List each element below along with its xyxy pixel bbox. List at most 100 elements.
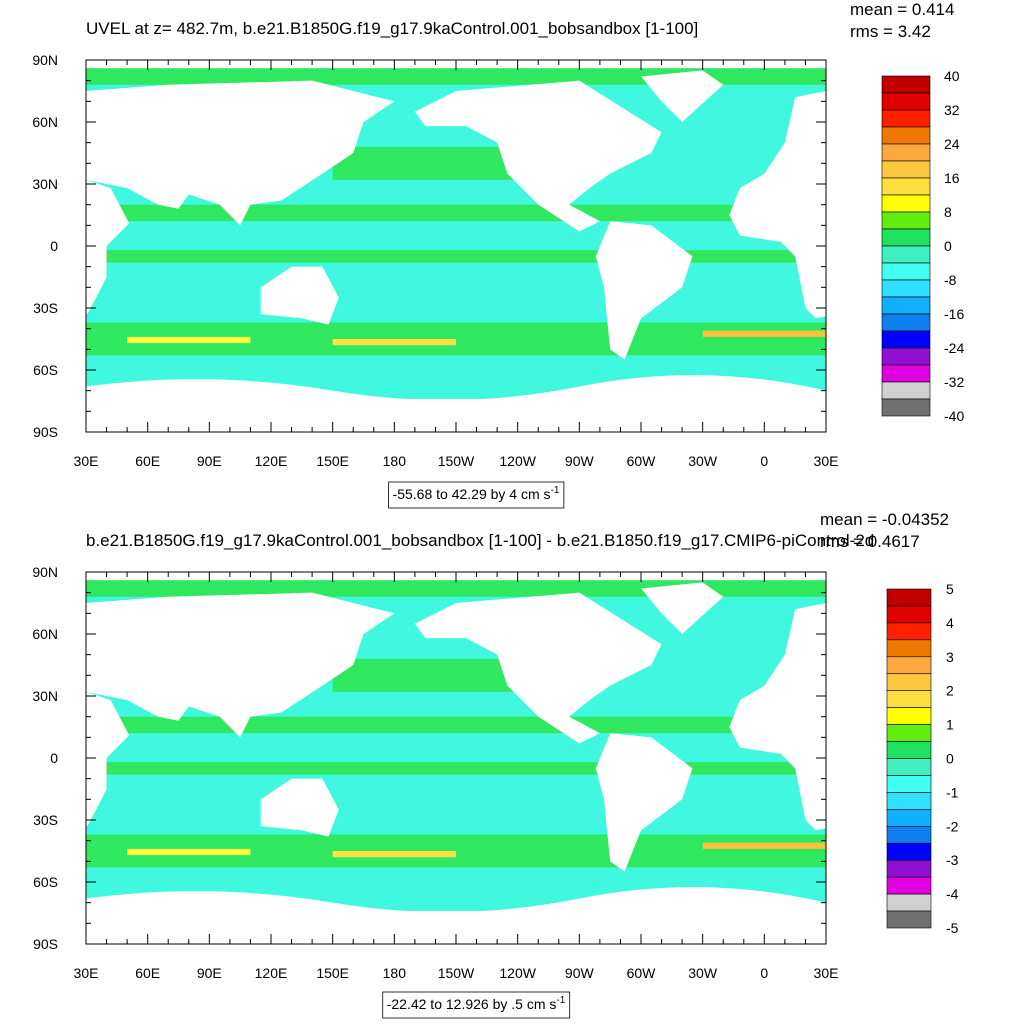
colorbar-label: 40 [944,68,960,84]
colorbar-label: 0 [946,751,954,767]
colorbar-box [881,279,931,298]
colorbar-box [886,605,932,624]
colorbar-box [881,160,931,179]
colorbar-label: 16 [944,170,960,186]
colorbar-label: 1 [946,717,954,733]
map-panel: UVEL at z= 482.7m, b.e21.B1850G.f19_g17.… [32,0,964,509]
map-panel: b.e21.B1850G.f19_g17.9kaControl.001_bobs… [32,510,959,1019]
colorbar-box [886,622,932,641]
lon-label: 0 [760,453,768,469]
lon-label: 90E [197,453,222,469]
lon-label: 150W [438,453,475,469]
lon-label: 120W [499,453,536,469]
lat-label: 90N [32,52,58,68]
colorbar-label: -2 [946,818,959,834]
colorbar-box [886,656,932,675]
colorbar-box [886,724,932,742]
colorbar-label: -4 [946,886,959,902]
colorbar-box [881,143,931,162]
colorbar-box [881,313,931,332]
map-title: UVEL at z= 482.7m, b.e21.B1850G.f19_g17.… [86,19,698,38]
colorbar-box [881,381,931,400]
lon-label: 60E [135,453,160,469]
map-field [86,68,826,432]
mean-text: mean = -0.04352 [820,510,949,529]
colorbar-box [886,758,932,776]
lon-label: 90E [197,965,222,981]
lon-label: 60W [627,965,657,981]
rms-text: rms = 3.42 [850,22,931,41]
rms-text: rms = 0.4617 [820,532,920,551]
colorbar-box [886,792,932,810]
lon-label: 120E [255,965,288,981]
colorbar-box [881,109,931,128]
lat-label: 60S [33,874,58,890]
colorbar-label: -32 [944,374,964,390]
lon-label: 120W [499,965,536,981]
lon-label: 90W [565,453,595,469]
colorbar-label: -24 [944,340,964,356]
colorbar-box [886,673,932,692]
lon-label: 30W [688,453,718,469]
range-superscript: -1 [551,485,560,496]
mean-text: mean = 0.414 [850,0,954,19]
colorbar-box [886,809,932,827]
colorbar-label: -16 [944,306,964,322]
colorbar-box [881,245,931,264]
colorbar-box [881,262,931,281]
colorbar-label: -3 [946,852,959,868]
lon-label: 150W [438,965,475,981]
colorbar-box [881,228,931,247]
range-text: -55.68 to 42.29 by 4 cm s [393,486,551,502]
colorbar-box [886,707,932,725]
lon-label: 30E [74,965,99,981]
colorbar-box [881,126,931,145]
map-field [86,580,826,944]
range-text: -22.42 to 12.926 by .5 cm s [387,996,557,1012]
lon-label: 120E [255,453,288,469]
lon-label: 30W [688,965,718,981]
colorbar-box [881,296,931,315]
map-title: b.e21.B1850G.f19_g17.9kaControl.001_bobs… [86,531,874,550]
range-info: -55.68 to 42.29 by 4 cm s-1 [393,485,560,502]
lat-label: 30S [33,812,58,828]
colorbar-label: 2 [946,683,954,699]
range-info: -22.42 to 12.926 by .5 cm s-1 [387,995,566,1012]
colorbar-label: -40 [944,408,964,424]
colorbar-box [886,893,932,912]
lon-label: 30E [814,965,839,981]
colorbar-box [881,177,931,196]
colorbar-box [886,775,932,793]
lat-label: 0 [50,750,58,766]
lat-label: 60N [32,114,58,130]
colorbar-box [881,347,931,366]
colorbar-box [886,639,932,658]
colorbar-label: 8 [944,204,952,220]
lat-label: 90S [33,424,58,440]
colorbar-box [881,398,931,417]
colorbar-label: -8 [944,272,957,288]
colorbar-label: 32 [944,102,960,118]
colorbar-box [886,741,932,759]
range-frame [382,991,571,1019]
lat-label: 30N [32,688,58,704]
lon-label: 30E [74,453,99,469]
colorbar-box [881,364,931,383]
lat-label: 30S [33,300,58,316]
lon-label: 0 [760,965,768,981]
colorbar-box [881,194,931,213]
colorbar-box [886,859,932,878]
lon-label: 180 [383,965,407,981]
colorbar-box [886,910,932,929]
range-superscript: -1 [556,995,565,1006]
lat-label: 30N [32,176,58,192]
colorbar-label: -5 [946,920,959,936]
colorbar-box [881,330,931,349]
range-frame [388,481,565,509]
lat-label: 90S [33,936,58,952]
lon-label: 150E [316,965,349,981]
colorbar-label: 24 [944,136,960,152]
lon-label: 30E [814,453,839,469]
colorbar-box [881,75,931,94]
